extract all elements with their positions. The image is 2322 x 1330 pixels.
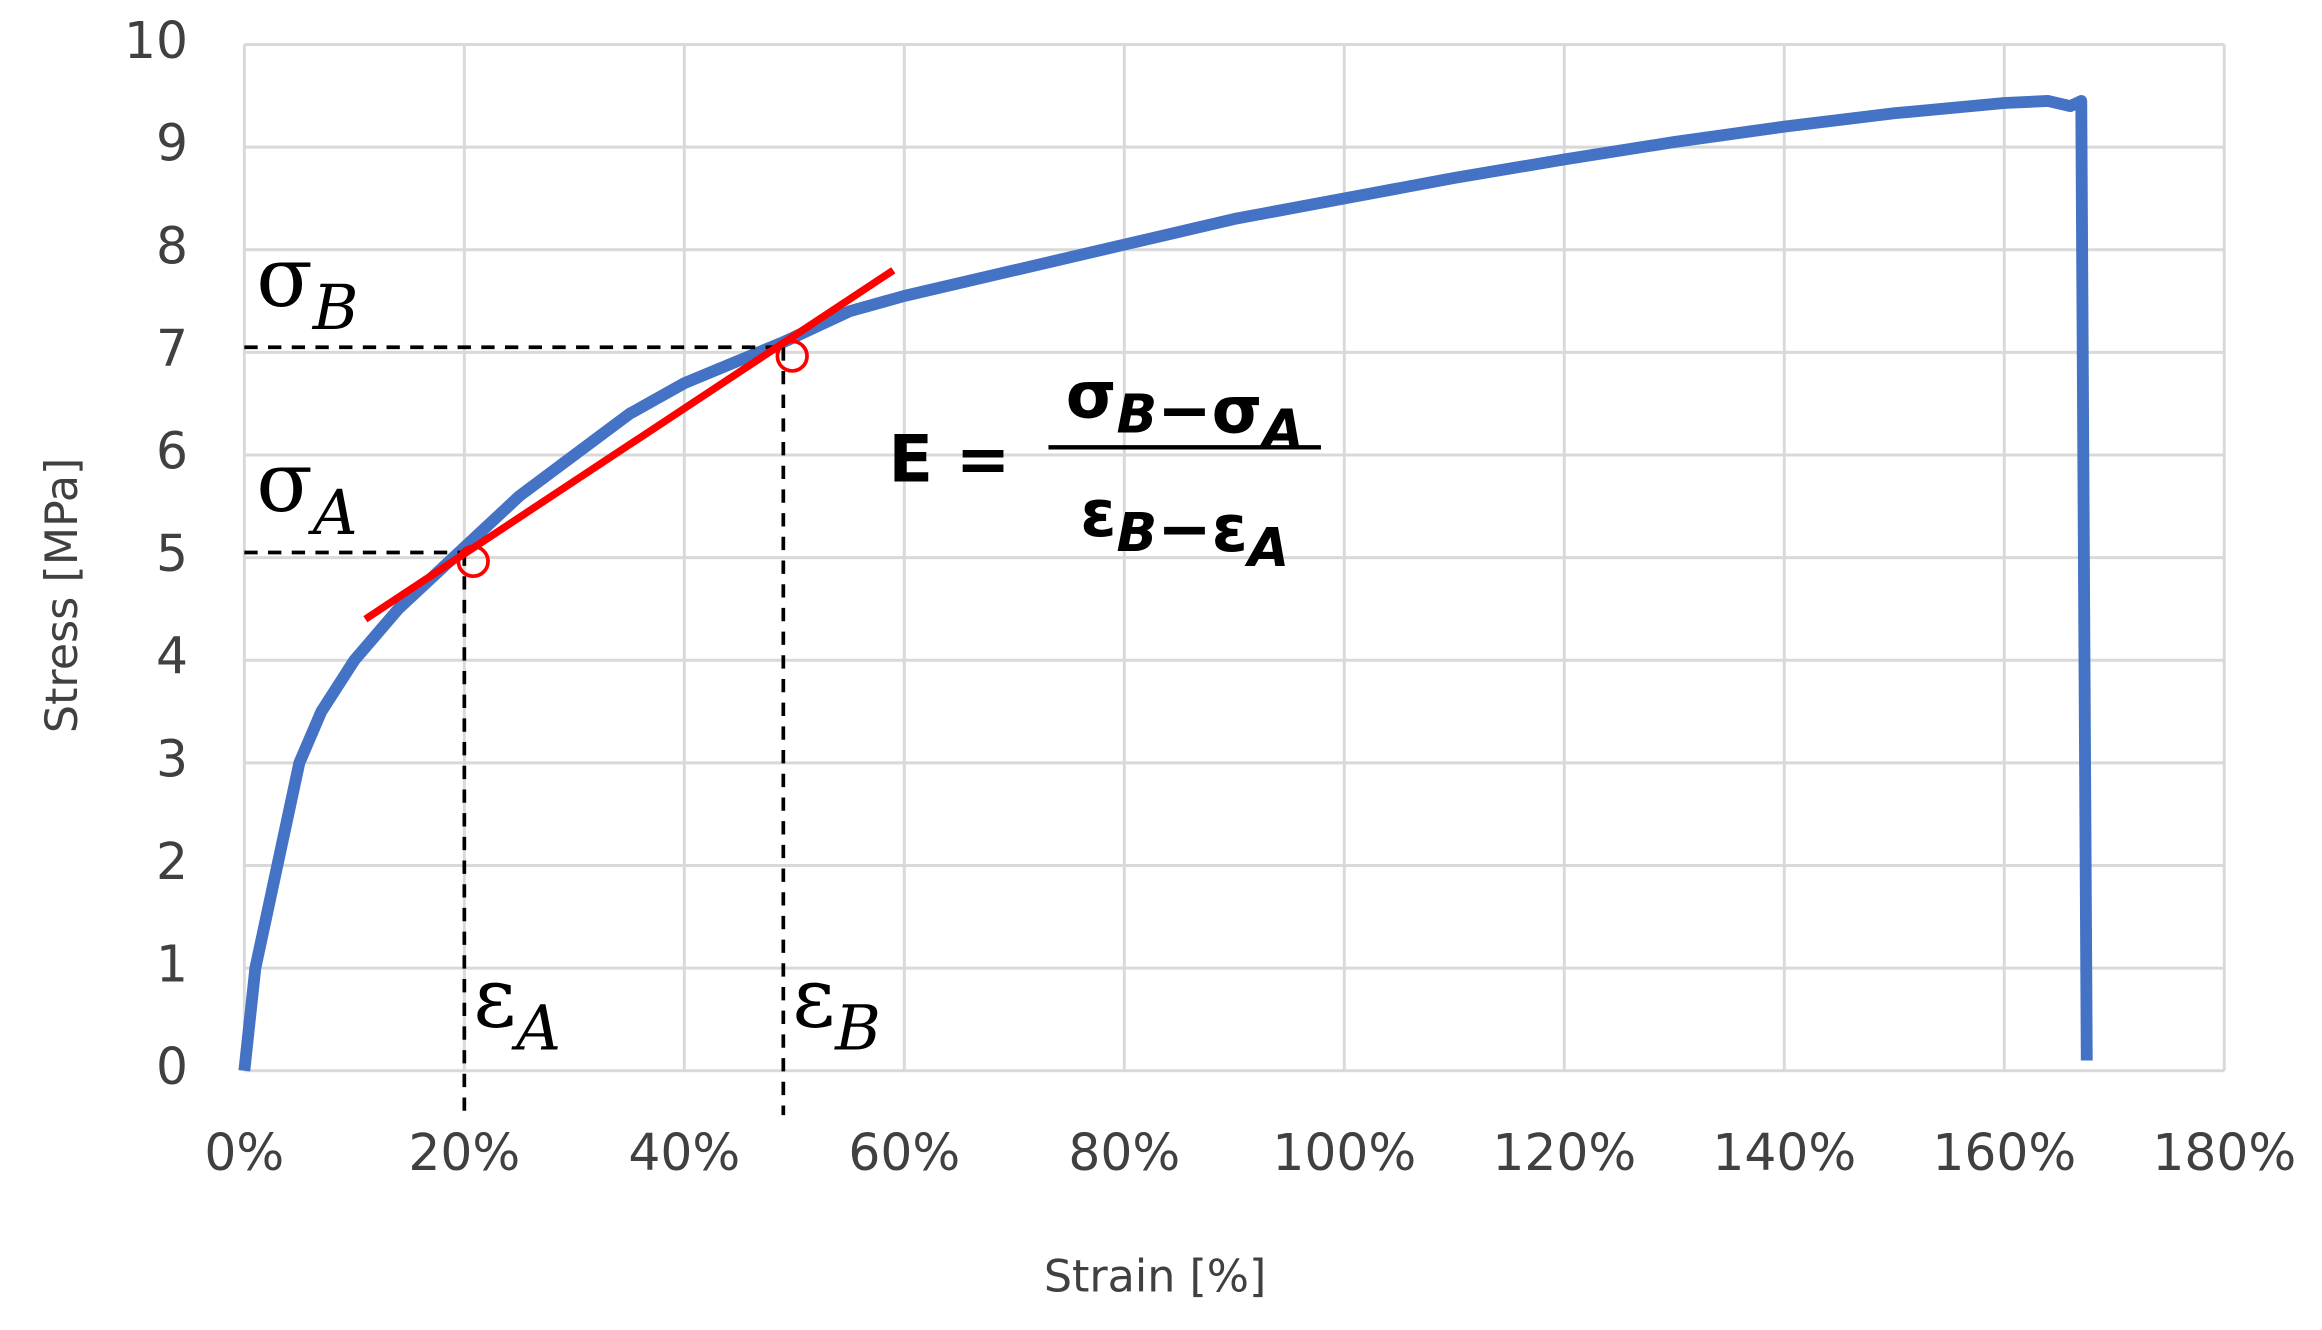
- y-tick-label: 8: [156, 216, 188, 275]
- y-tick-label: 2: [156, 832, 188, 891]
- y-tick-label: 9: [156, 114, 188, 173]
- x-tick-label: 120%: [1492, 1123, 1636, 1182]
- y-tick-label: 0: [156, 1037, 188, 1096]
- x-tick-label: 180%: [2152, 1123, 2296, 1182]
- y-tick-label: 10: [124, 11, 188, 70]
- x-tick-label: 60%: [848, 1123, 960, 1182]
- symbol: ε: [1212, 492, 1248, 567]
- y-tick-label: 7: [156, 319, 188, 378]
- symbol-label: σA: [256, 434, 358, 549]
- y-tick-label: 4: [156, 627, 188, 686]
- subscript: A: [1258, 398, 1303, 460]
- point-marker: [775, 339, 809, 373]
- subscript: B: [1116, 384, 1157, 446]
- y-tick-label: 6: [156, 422, 188, 481]
- symbol: −: [1157, 374, 1212, 449]
- symbol: ε: [1080, 477, 1116, 552]
- x-tick-label: 140%: [1712, 1123, 1856, 1182]
- symbol: ε: [473, 949, 516, 1046]
- formula-numerator: σB−σA: [1066, 359, 1304, 461]
- subscript: B: [312, 271, 359, 344]
- subscript: B: [834, 992, 881, 1065]
- symbol: σ: [256, 434, 313, 531]
- symbol: σ: [256, 229, 313, 326]
- x-tick-label: 20%: [408, 1123, 520, 1182]
- symbol-label: εB: [792, 949, 881, 1064]
- symbol-label: σB: [256, 229, 358, 344]
- y-tick-label: 3: [156, 729, 188, 788]
- point-marker: [456, 544, 490, 579]
- symbol: −: [1157, 492, 1212, 567]
- symbol-label: εA: [473, 949, 561, 1064]
- symbol: σ: [1212, 374, 1263, 449]
- formula-lhs: E =: [889, 422, 1011, 497]
- stress-strain-curve: [238, 95, 2093, 1072]
- x-tick-label: 40%: [628, 1123, 740, 1182]
- x-axis-label: Strain [%]: [1044, 1251, 1267, 1302]
- subscript: B: [1116, 502, 1157, 564]
- x-tick-label: 100%: [1272, 1123, 1416, 1182]
- y-tick-label: 5: [156, 524, 188, 583]
- tangent-line: [363, 267, 896, 623]
- symbol: σ: [1066, 359, 1117, 434]
- y-axis-label: Stress [MPa]: [37, 458, 88, 734]
- x-tick-label: 80%: [1068, 1123, 1180, 1182]
- symbol: ε: [792, 949, 835, 1046]
- y-tick-label: 1: [156, 935, 188, 994]
- subscript: A: [1244, 517, 1289, 579]
- subscript: A: [308, 476, 358, 549]
- x-tick-label: 160%: [1932, 1123, 2076, 1182]
- subscript: A: [511, 992, 561, 1065]
- x-tick-label: 0%: [204, 1123, 284, 1182]
- formula-denominator: εB−εA: [1080, 477, 1289, 579]
